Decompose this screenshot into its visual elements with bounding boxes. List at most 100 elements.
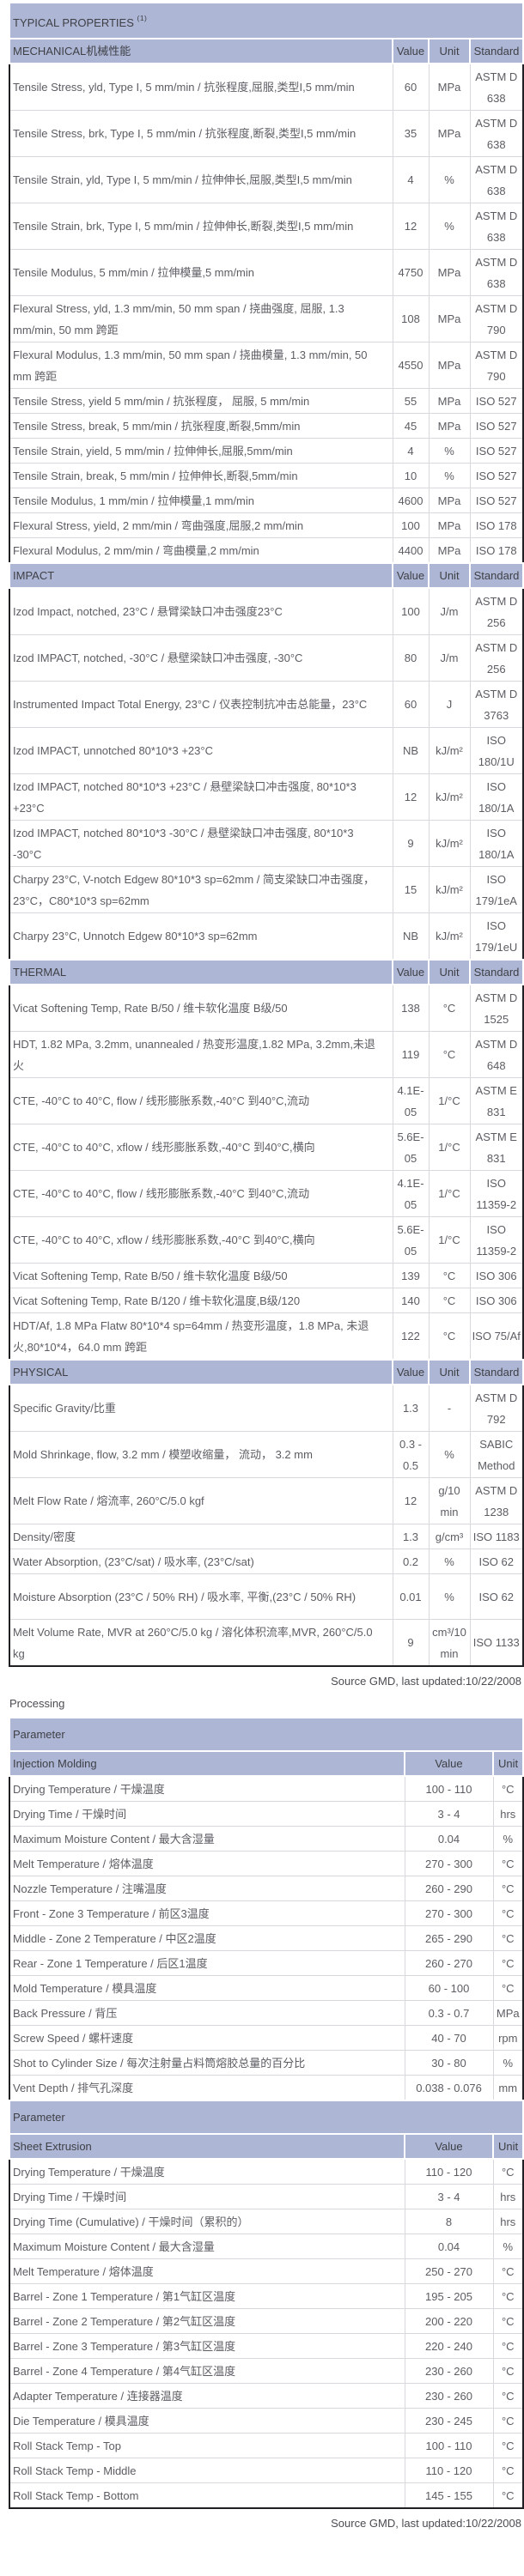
property-cell: Izod IMPACT, unnotched 80*10*3 +23°C bbox=[9, 727, 393, 774]
unit-cell: kJ/m² bbox=[428, 866, 471, 913]
property-cell: Izod IMPACT, notched 80*10*3 -30°C / 悬壁梁… bbox=[9, 820, 393, 867]
unit-cell: °C bbox=[492, 1851, 524, 1876]
property-cell: Roll Stack Temp - Bottom bbox=[9, 2482, 405, 2509]
unit-cell: °C bbox=[428, 984, 471, 1032]
section-header-row: Sheet Extrusion Value Unit bbox=[9, 2133, 524, 2160]
unit-cell: % bbox=[428, 463, 471, 488]
property-cell: CTE, -40°C to 40°C, flow / 线形膨胀系数,-40°C … bbox=[9, 1170, 393, 1217]
standard-cell: ASTM D 638 bbox=[469, 203, 524, 250]
table-row: Drying Time / 干燥时间 3 - 4 hrs bbox=[9, 2184, 524, 2209]
unit-cell: °C bbox=[492, 2308, 524, 2334]
standard-cell: ISO 1133 bbox=[469, 1619, 524, 1667]
unit-cell: °C bbox=[492, 2482, 524, 2509]
section-label-cell: MECHANICAL机械性能 bbox=[9, 38, 393, 64]
property-cell: Izod IMPACT, notched, -30°C / 悬壁梁缺口冲击强度,… bbox=[9, 634, 393, 682]
value-cell: 15 bbox=[392, 866, 430, 913]
property-cell: Drying Time / 干燥时间 bbox=[9, 1801, 405, 1827]
value-cell: 9 bbox=[392, 1619, 430, 1667]
table-row: Specific Gravity/比重 1.3- ASTM D 792 bbox=[9, 1384, 524, 1432]
table-row: Tensile Stress, break, 5 mm/min / 抗张程度,断… bbox=[9, 413, 524, 439]
value-cell: 4400 bbox=[392, 537, 430, 564]
table-row: Front - Zone 3 Temperature / 前区3温度 270 - … bbox=[9, 1900, 524, 1926]
typical-properties-title-row: TYPICAL PROPERTIES (1) bbox=[8, 2, 524, 39]
table-row: Instrumented Impact Total Energy, 23°C /… bbox=[9, 681, 524, 728]
property-cell: Flexural Modulus, 1.3 mm/min, 50 mm span… bbox=[9, 342, 393, 389]
unit-cell: °C bbox=[492, 1950, 524, 1976]
property-cell: Tensile Stress, brk, Type I, 5 mm/min / … bbox=[9, 110, 393, 157]
property-cell: Barrel - Zone 3 Temperature / 第3气缸区温度 bbox=[9, 2333, 405, 2359]
value-cell: 60 - 100 bbox=[404, 1975, 494, 2001]
standard-cell: ASTM D 638 bbox=[469, 110, 524, 157]
value-cell: 138 bbox=[392, 984, 430, 1032]
value-cell: 100 bbox=[392, 587, 430, 635]
property-cell: Mold Shrinkage, flow, 3.2 mm / 模塑收缩量， 流动… bbox=[9, 1431, 393, 1478]
typical-properties-title: TYPICAL PROPERTIES (1) bbox=[8, 2, 524, 39]
property-cell: Die Temperature / 模具温度 bbox=[9, 2408, 405, 2434]
value-cell: 122 bbox=[392, 1312, 430, 1361]
parameter-header-row: Parameter bbox=[8, 2100, 524, 2135]
property-cell: CTE, -40°C to 40°C, flow / 线形膨胀系数,-40°C … bbox=[9, 1077, 393, 1124]
value-cell: 220 - 240 bbox=[404, 2333, 494, 2359]
table-row: Izod IMPACT, notched 80*10*3 -30°C / 悬壁梁… bbox=[9, 820, 524, 867]
property-cell: Roll Stack Temp - Top bbox=[9, 2433, 405, 2458]
value-cell: 4600 bbox=[392, 488, 430, 513]
property-cell: Melt Temperature / 熔体温度 bbox=[9, 2258, 405, 2284]
value-cell: 12 bbox=[392, 1477, 430, 1524]
table-row: CTE, -40°C to 40°C, xflow / 线形膨胀系数,-40°C… bbox=[9, 1124, 524, 1171]
title-footnote-marker: (1) bbox=[137, 14, 148, 22]
value-cell: NB bbox=[392, 727, 430, 774]
standard-cell: ISO 180/1A bbox=[469, 773, 524, 821]
unit-cell: % bbox=[492, 2050, 524, 2076]
value-cell: 12 bbox=[392, 203, 430, 250]
title-text: TYPICAL PROPERTIES bbox=[13, 16, 134, 29]
value-cell: 110 - 120 bbox=[404, 2458, 494, 2483]
standard-cell: ISO 180/1A bbox=[469, 820, 524, 867]
unit-cell: % bbox=[428, 1549, 471, 1574]
property-cell: Charpy 23°C, V-notch Edgew 80*10*3 sp=62… bbox=[9, 866, 393, 913]
unit-cell: rpm bbox=[492, 2025, 524, 2051]
table-row: Die Temperature / 模具温度 230 - 245 °C bbox=[9, 2408, 524, 2434]
unit-cell: kJ/m² bbox=[428, 912, 471, 961]
unit-cell: °C bbox=[492, 1925, 524, 1951]
value-cell: 9 bbox=[392, 820, 430, 867]
table-row: Izod Impact, notched, 23°C / 悬臂梁缺口冲击强度23… bbox=[9, 587, 524, 635]
standard-cell: ASTM D 256 bbox=[469, 587, 524, 635]
table-row: CTE, -40°C to 40°C, flow / 线形膨胀系数,-40°C … bbox=[9, 1077, 524, 1124]
value-cell: 0.3 - 0.5 bbox=[392, 1431, 430, 1478]
value-cell: 270 - 300 bbox=[404, 1851, 494, 1876]
value-cell: 195 - 205 bbox=[404, 2283, 494, 2309]
property-cell: CTE, -40°C to 40°C, xflow / 线形膨胀系数,-40°C… bbox=[9, 1216, 393, 1264]
standard-cell: ASTM D 256 bbox=[469, 634, 524, 682]
table-row: Drying Time / 干燥时间 3 - 4 hrs bbox=[9, 1801, 524, 1827]
property-cell: Screw Speed / 螺杆速度 bbox=[9, 2025, 405, 2051]
section-label-cell: THERMAL bbox=[9, 959, 393, 985]
value-cell: 4 bbox=[392, 438, 430, 464]
table-row: Drying Temperature / 干燥温度 110 - 120 °C bbox=[9, 2158, 524, 2185]
property-cell: Vent Depth / 排气孔深度 bbox=[9, 2075, 405, 2101]
table-row: Rear - Zone 1 Temperature / 后区1温度 260 - 2… bbox=[9, 1950, 524, 1976]
value-cell: 0.01 bbox=[392, 1573, 430, 1620]
unit-cell: °C bbox=[492, 2258, 524, 2284]
value-cell: 108 bbox=[392, 295, 430, 342]
section-header-row: THERMAL Value Unit Standard bbox=[9, 959, 524, 985]
property-cell: Drying Temperature / 干燥温度 bbox=[9, 2158, 405, 2185]
property-cell: Melt Flow Rate / 熔流率, 260°C/5.0 kgf bbox=[9, 1477, 393, 1524]
table-row: Roll Stack Temp - Bottom 145 - 155 °C bbox=[9, 2482, 524, 2509]
parameter-header-cell: Parameter bbox=[8, 2100, 524, 2135]
value-cell: 4.1E-05 bbox=[392, 1077, 430, 1124]
section-label-cell: IMPACT bbox=[9, 562, 393, 589]
standard-cell: ASTM D 792 bbox=[469, 1384, 524, 1432]
property-cell: Adapter Temperature / 连接器温度 bbox=[9, 2383, 405, 2409]
column-header-cell: Unit bbox=[428, 1359, 471, 1385]
standard-cell: ISO 527 bbox=[469, 413, 524, 439]
unit-cell: °C bbox=[428, 1288, 471, 1313]
unit-cell: % bbox=[492, 2234, 524, 2259]
property-cell: Water Absorption, (23°C/sat) / 吸水率, (23°… bbox=[9, 1549, 393, 1574]
property-cell: Tensile Stress, yield 5 mm/min / 抗张程度， 屈… bbox=[9, 388, 393, 414]
property-cell: Front - Zone 3 Temperature / 前区3温度 bbox=[9, 1900, 405, 1926]
table-row: CTE, -40°C to 40°C, flow / 线形膨胀系数,-40°C … bbox=[9, 1170, 524, 1217]
table-row: Tensile Strain, brk, Type I, 5 mm/min / … bbox=[9, 203, 524, 250]
column-header-cell: Standard bbox=[468, 38, 524, 64]
unit-cell: % bbox=[492, 1826, 524, 1852]
unit-cell: °C bbox=[492, 1900, 524, 1926]
